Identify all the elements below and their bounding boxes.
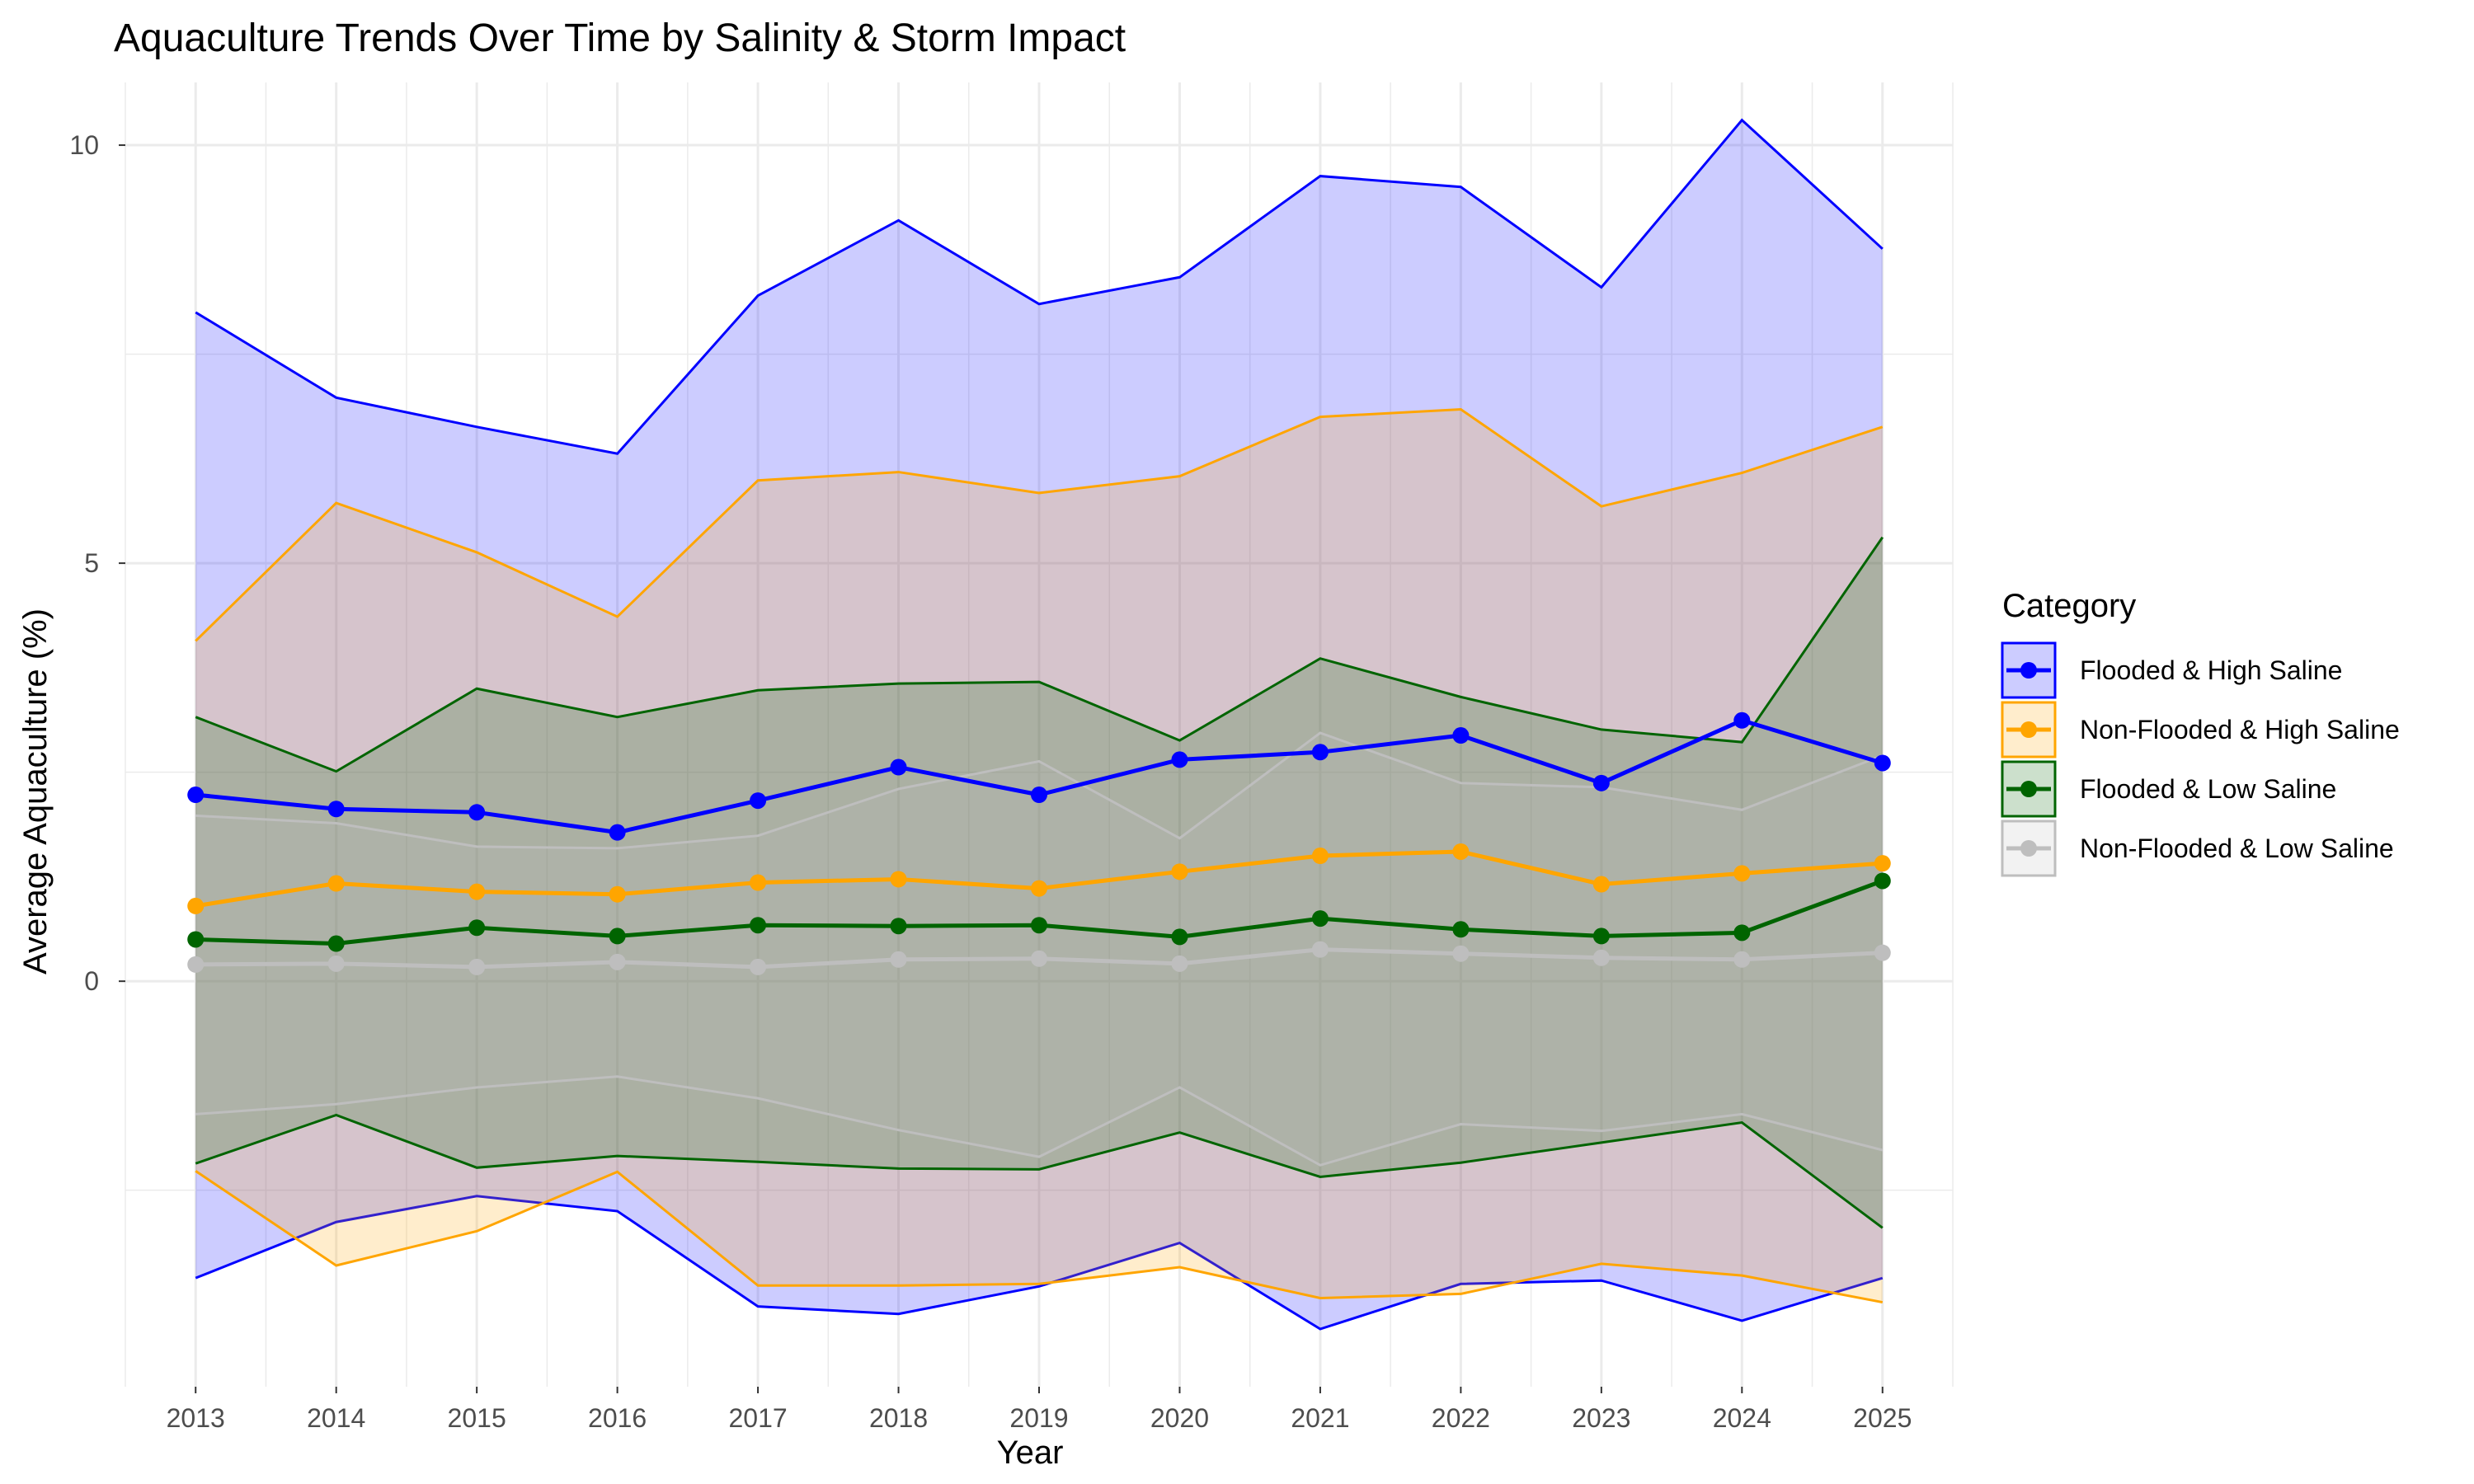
legend-title: Category [2002, 588, 2136, 624]
x-tick-label: 2013 [167, 1403, 225, 1433]
data-point-non-flooded-and-high-saline [187, 897, 205, 914]
legend-label-flooded-and-low-saline: Flooded & Low Saline [2080, 774, 2336, 804]
series-lines [187, 711, 1891, 975]
data-point-non-flooded-and-high-saline [1452, 843, 1470, 860]
x-tick-label: 2019 [1009, 1403, 1068, 1433]
legend-key-point [2020, 840, 2037, 857]
data-point-flooded-and-high-saline [1592, 774, 1610, 791]
data-point-non-flooded-and-high-saline [609, 885, 626, 903]
x-tick-label: 2016 [588, 1403, 647, 1433]
ribbon-lower-flooded-and-high-saline [195, 1195, 1884, 1331]
x-tick-label: 2021 [1291, 1403, 1349, 1433]
data-point-non-flooded-and-low-saline [1592, 949, 1610, 966]
legend-item-non-flooded-and-low-saline: Non-Flooded & Low Saline [2001, 819, 2394, 877]
legend-key-point [2020, 721, 2037, 738]
data-point-flooded-and-high-saline [1171, 751, 1188, 768]
data-point-flooded-and-high-saline [890, 758, 907, 776]
data-point-non-flooded-and-high-saline [1733, 865, 1751, 882]
x-tick-label: 2024 [1713, 1403, 1771, 1433]
ribbon-non-flooded-and-high-saline [195, 409, 1883, 1303]
data-point-non-flooded-and-low-saline [327, 955, 345, 972]
data-point-non-flooded-and-low-saline [468, 958, 486, 975]
data-point-non-flooded-and-low-saline [1311, 941, 1329, 958]
data-point-non-flooded-and-high-saline [327, 875, 345, 892]
legend-label-non-flooded-and-low-saline: Non-Flooded & Low Saline [2080, 834, 2394, 863]
data-point-flooded-and-low-saline [750, 917, 767, 934]
chart-title: Aquaculture Trends Over Time by Salinity… [114, 16, 1126, 60]
legend-items: Flooded & High Saline Non-Flooded & High … [2001, 641, 2400, 877]
y-axis-title: Average Aquaculture (%) [17, 608, 54, 974]
data-point-non-flooded-and-high-saline [1171, 863, 1188, 881]
x-axis-title: Year [997, 1435, 1064, 1471]
legend-item-flooded-and-low-saline: Flooded & Low Saline [2001, 760, 2336, 818]
data-point-non-flooded-and-high-saline [1311, 848, 1329, 865]
x-tick-label: 2018 [869, 1403, 928, 1433]
data-point-flooded-and-low-saline [187, 931, 205, 948]
data-point-non-flooded-and-low-saline [890, 951, 907, 968]
ribbon-upper-flooded-and-high-saline [195, 118, 1884, 455]
data-point-flooded-and-low-saline [609, 928, 626, 945]
data-point-flooded-and-high-saline [750, 792, 767, 810]
legend-label-flooded-and-high-saline: Flooded & High Saline [2080, 655, 2342, 685]
data-point-non-flooded-and-high-saline [1592, 876, 1610, 893]
x-tick-label: 2020 [1150, 1403, 1209, 1433]
data-point-non-flooded-and-high-saline [468, 883, 486, 900]
ribbon-non-flooded-and-low-saline [195, 732, 1883, 1166]
data-point-flooded-and-low-saline [1311, 910, 1329, 928]
data-point-flooded-and-low-saline [1733, 924, 1751, 942]
ribbon-lower-flooded-and-low-saline [195, 1113, 1884, 1229]
x-tick-label: 2022 [1432, 1403, 1490, 1433]
ribbon-upper-non-flooded-and-high-saline [195, 407, 1884, 642]
data-point-non-flooded-and-high-saline [1031, 880, 1047, 897]
data-point-flooded-and-high-saline [1874, 754, 1891, 772]
y-tick-label: 5 [84, 548, 99, 578]
data-point-non-flooded-and-low-saline [1874, 944, 1891, 961]
data-point-flooded-and-high-saline [1733, 711, 1751, 729]
data-point-flooded-and-high-saline [1031, 787, 1047, 804]
ribbon-flooded-and-high-saline [195, 120, 1883, 1330]
axis-ticks: 2013 2014 2015 2016 2017 2018 2019 2020 2021 2022… [69, 130, 1912, 1433]
legend-label-non-flooded-and-high-saline: Non-Flooded & High Saline [2080, 715, 2400, 744]
data-point-flooded-and-high-saline [1452, 727, 1470, 744]
x-tick-label: 2023 [1572, 1403, 1630, 1433]
data-point-non-flooded-and-low-saline [1733, 951, 1751, 968]
x-tick-label: 2017 [728, 1403, 787, 1433]
y-tick-label: 0 [84, 966, 99, 996]
legend-key-point [2020, 662, 2037, 679]
ribbon-upper-flooded-and-low-saline [195, 536, 1884, 773]
data-point-flooded-and-low-saline [1452, 921, 1470, 938]
data-point-non-flooded-and-high-saline [1874, 855, 1891, 872]
legend-item-non-flooded-and-high-saline: Non-Flooded & High Saline [2001, 701, 2400, 758]
y-tick-label: 10 [69, 130, 99, 160]
data-point-flooded-and-low-saline [1171, 928, 1188, 946]
data-point-non-flooded-and-high-saline [750, 874, 767, 891]
data-point-non-flooded-and-low-saline [1171, 955, 1188, 972]
data-point-flooded-and-high-saline [468, 804, 486, 821]
data-point-non-flooded-and-low-saline [750, 958, 767, 975]
x-tick-label: 2015 [448, 1403, 506, 1433]
data-point-flooded-and-low-saline [327, 935, 345, 952]
data-point-flooded-and-low-saline [1874, 872, 1891, 890]
legend-item-flooded-and-high-saline: Flooded & High Saline [2001, 641, 2342, 699]
data-point-non-flooded-and-low-saline [187, 956, 205, 973]
data-point-flooded-and-low-saline [468, 919, 486, 937]
data-point-non-flooded-and-low-saline [609, 953, 626, 970]
data-point-non-flooded-and-high-saline [890, 871, 907, 888]
data-point-flooded-and-high-saline [609, 824, 626, 841]
ribbon-lower-non-flooded-and-high-saline [195, 1170, 1884, 1304]
data-point-flooded-and-high-saline [187, 787, 205, 804]
data-point-flooded-and-low-saline [1031, 917, 1047, 934]
data-point-non-flooded-and-low-saline [1452, 945, 1470, 962]
x-tick-label: 2025 [1853, 1403, 1912, 1433]
data-point-non-flooded-and-low-saline [1031, 950, 1047, 967]
ribbon-lower-non-flooded-and-low-saline [195, 1075, 1884, 1167]
legend: Category Flooded & High Saline Non-Floode… [2001, 588, 2400, 877]
data-point-flooded-and-high-saline [327, 801, 345, 818]
data-point-flooded-and-high-saline [1311, 744, 1329, 761]
x-tick-label: 2014 [307, 1403, 365, 1433]
data-point-flooded-and-low-saline [1592, 928, 1610, 945]
data-point-flooded-and-low-saline [890, 918, 907, 935]
legend-key-point [2020, 781, 2037, 797]
